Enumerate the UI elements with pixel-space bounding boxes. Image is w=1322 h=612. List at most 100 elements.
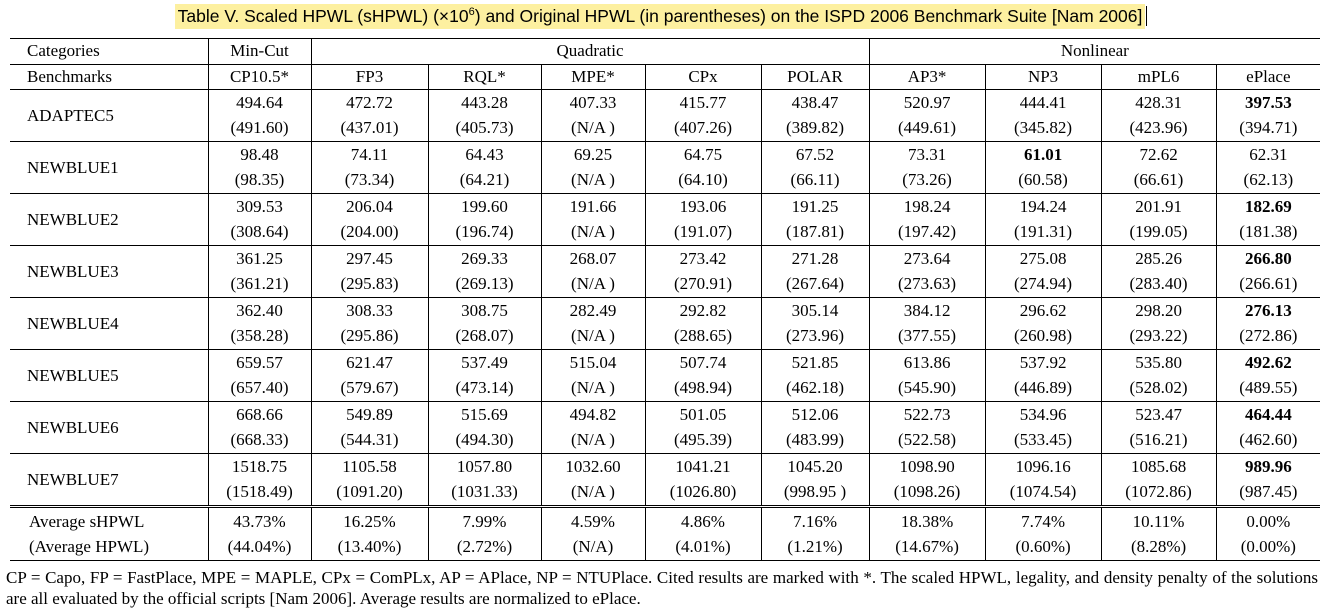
shpwl-cell: 64.75 bbox=[645, 141, 762, 168]
hpwl-cell: (1074.54) bbox=[985, 479, 1102, 507]
hpwl-cell: (1026.80) bbox=[645, 479, 762, 507]
shpwl-cell: 273.42 bbox=[645, 245, 762, 272]
benchmark-rows: ADAPTEC5 494.64 472.72 443.28 407.33 415.77 43… bbox=[10, 89, 1321, 507]
column-header: mPL6 bbox=[1101, 63, 1217, 90]
hpwl-cell: (498.94) bbox=[645, 375, 762, 402]
shpwl-cell: 297.45 bbox=[311, 245, 429, 272]
hpwl-cell: (64.21) bbox=[428, 167, 542, 194]
table-cell: 43.73% bbox=[208, 505, 312, 535]
hpwl-cell: (269.13) bbox=[428, 271, 542, 298]
caption-highlight: Table V. Scaled HPWL (sHPWL) (×106) and … bbox=[174, 4, 1146, 29]
hpwl-cell: (295.83) bbox=[311, 271, 429, 298]
table-row: (308.64) (204.00) (196.74) (N/A ) (191.07) (1… bbox=[10, 219, 1320, 246]
shpwl-cell: 273.64 bbox=[869, 245, 986, 272]
hpwl-cell: (579.67) bbox=[311, 375, 429, 402]
column-header: ePlace bbox=[1216, 63, 1321, 90]
shpwl-cell: 659.57 bbox=[208, 349, 312, 376]
shpwl-cell: 444.41 bbox=[985, 89, 1102, 116]
hpwl-cell: (266.61) bbox=[1239, 273, 1298, 293]
shpwl-cell: 191.66 bbox=[541, 193, 646, 220]
hpwl-cell: (295.86) bbox=[311, 323, 429, 350]
hpwl-cell: (N/A ) bbox=[541, 219, 646, 246]
table-cell: 0.00% bbox=[1216, 505, 1321, 535]
table-caption: Table V. Scaled HPWL (sHPWL) (×106) and … bbox=[0, 4, 1322, 29]
table-row: (361.21) (295.83) (269.13) (N/A ) (270.91) (2… bbox=[10, 271, 1320, 298]
table-cell: (2.72%) bbox=[428, 534, 542, 561]
hpwl-cell: (N/A ) bbox=[541, 115, 646, 142]
hpwl-cell: (1518.49) bbox=[208, 479, 312, 507]
shpwl-cell: 1085.68 bbox=[1101, 453, 1217, 480]
shpwl-cell: 362.40 bbox=[208, 297, 312, 324]
hpwl-cell: (462.60) bbox=[1239, 429, 1298, 449]
hpwl-cell: (361.21) bbox=[208, 271, 312, 298]
shpwl-cell: 182.69 bbox=[1216, 193, 1321, 220]
hpwl-cell: (998.95 ) bbox=[761, 479, 870, 507]
shpwl-cell: 621.47 bbox=[311, 349, 429, 376]
table-row: NEWBLUE7 1518.75 1105.58 1057.80 1032.60 1041… bbox=[10, 453, 1321, 507]
hpwl-cell: (268.07) bbox=[428, 323, 542, 350]
shpwl-cell: 61.01 bbox=[985, 141, 1102, 168]
table-cell: (4.01%) bbox=[645, 534, 762, 561]
table-cell: (13.40%) bbox=[311, 534, 429, 561]
column-header: POLAR bbox=[761, 63, 870, 90]
hpwl-cell: (494.30) bbox=[428, 427, 542, 454]
table-row: (358.28) (295.86) (268.07) (N/A ) (288.65) (2… bbox=[10, 323, 1320, 350]
shpwl-cell: 199.60 bbox=[428, 193, 542, 220]
hpwl-cell: (394.71) bbox=[1239, 117, 1298, 137]
shpwl-cell: 298.20 bbox=[1101, 297, 1217, 324]
shpwl-cell: 191.25 bbox=[761, 193, 870, 220]
table-row: NEWBLUE4 362.40 308.33 308.75 282.49 292.82 30… bbox=[10, 297, 1321, 350]
hpwl-cell: (358.28) bbox=[208, 323, 312, 350]
table-cell: 4.86% bbox=[645, 505, 762, 535]
shpwl-cell: 98.48 bbox=[208, 141, 312, 168]
table-cell: 7.99% bbox=[428, 505, 542, 535]
hpwl-table: Categories Min-Cut Quadratic Nonlinear B… bbox=[10, 38, 1321, 561]
hpwl-cell: (389.82) bbox=[761, 115, 870, 142]
shpwl-cell: 501.05 bbox=[645, 401, 762, 428]
benchmarks-label: Benchmarks bbox=[10, 63, 209, 90]
table-cell: 10.11% bbox=[1101, 505, 1217, 535]
table-row: (657.40) (579.67) (473.14) (N/A ) (498.94) (4… bbox=[10, 375, 1320, 402]
hpwl-cell: (293.22) bbox=[1101, 323, 1217, 350]
table-cell: 4.59% bbox=[541, 505, 646, 535]
column-header: FP3 bbox=[311, 63, 429, 90]
table-cell: (44.04%) bbox=[208, 534, 312, 561]
average-hpwl-label: (Average HPWL) bbox=[10, 534, 209, 561]
average-hpwl-row: (Average HPWL) (44.04%) (13.40%) (2.72%)… bbox=[10, 534, 1321, 561]
table-row: ADAPTEC5 494.64 472.72 443.28 407.33 415.77 43… bbox=[10, 89, 1321, 142]
table-row: NEWBLUE1 98.48 74.11 64.43 69.25 64.75 67.52 73… bbox=[10, 141, 1321, 194]
shpwl-cell: 1098.90 bbox=[869, 453, 986, 480]
shpwl-cell: 266.80 bbox=[1216, 245, 1321, 272]
hpwl-cell: (191.07) bbox=[645, 219, 762, 246]
hpwl-cell: (273.63) bbox=[869, 271, 986, 298]
shpwl-cell: 69.25 bbox=[541, 141, 646, 168]
shpwl-cell: 492.62 bbox=[1216, 349, 1321, 376]
hpwl-cell: (191.31) bbox=[985, 219, 1102, 246]
shpwl-cell: 67.52 bbox=[761, 141, 870, 168]
shpwl-cell: 523.47 bbox=[1101, 401, 1217, 428]
hpwl-cell: (66.61) bbox=[1101, 167, 1217, 194]
table-cell: 7.74% bbox=[985, 505, 1102, 535]
average-rows: Average sHPWL 43.73% 16.25% 7.99% 4.59% … bbox=[10, 505, 1321, 561]
caption-exponent: 6 bbox=[468, 6, 475, 19]
shpwl-cell: 1105.58 bbox=[311, 453, 429, 480]
hpwl-cell: (495.39) bbox=[645, 427, 762, 454]
benchmark-name: NEWBLUE3 bbox=[10, 245, 209, 298]
hpwl-cell: (N/A ) bbox=[541, 427, 646, 454]
shpwl-cell: 1045.20 bbox=[761, 453, 870, 480]
shpwl-cell: 507.74 bbox=[645, 349, 762, 376]
shpwl-cell: 73.31 bbox=[869, 141, 986, 168]
shpwl-cell: 415.77 bbox=[645, 89, 762, 116]
hpwl-cell: (308.64) bbox=[208, 219, 312, 246]
hpwl-cell: (288.65) bbox=[645, 323, 762, 350]
shpwl-cell: 534.96 bbox=[985, 401, 1102, 428]
hpwl-cell: (449.61) bbox=[869, 115, 986, 142]
shpwl-cell: 285.26 bbox=[1101, 245, 1217, 272]
table-cell: 7.16% bbox=[761, 505, 870, 535]
hpwl-cell: (462.18) bbox=[761, 375, 870, 402]
hpwl-cell: (987.45) bbox=[1239, 481, 1298, 501]
average-shpwl-label: Average sHPWL bbox=[10, 505, 209, 535]
benchmark-name: NEWBLUE4 bbox=[10, 297, 209, 350]
table-cell: (0.00%) bbox=[1216, 534, 1321, 561]
column-header: NP3 bbox=[985, 63, 1102, 90]
